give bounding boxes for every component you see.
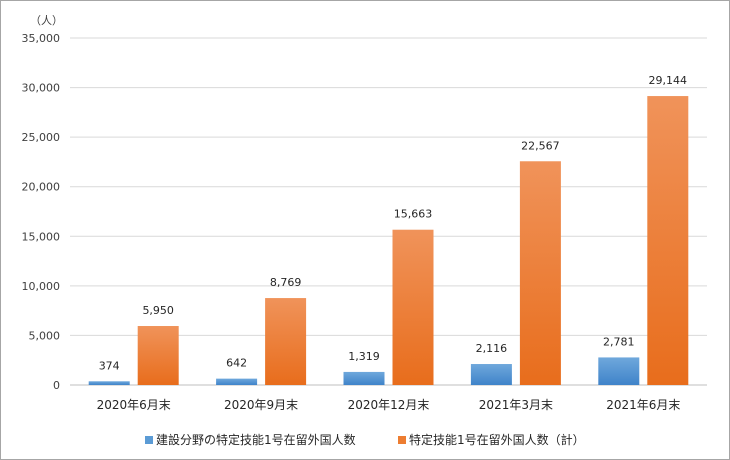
bar-total [519, 161, 561, 385]
bar-total [137, 326, 179, 385]
x-category-label: 2020年12月末 [348, 398, 430, 412]
x-axis-categories: 2020年6月末 2020年9月末 2020年12月末 2021年3月末 2021年6月… [97, 398, 681, 412]
bar-construction [343, 371, 385, 385]
data-labels: 374 5,950 642 8,769 1,319 15,663 2,116 22,567 2,… [99, 74, 687, 372]
bar-total [392, 229, 434, 385]
data-label: 2,781 [603, 335, 635, 348]
data-label: 29,144 [649, 74, 688, 87]
bar-total [647, 96, 689, 386]
y-tick-label: 15,000 [22, 230, 61, 243]
legend-label-total: 特定技能1号在留外国人数（計） [409, 432, 585, 447]
y-axis-ticks: 0 5,000 10,000 15,000 20,000 25,000 30,000 35,0… [22, 32, 61, 392]
y-tick-label: 35,000 [22, 32, 61, 45]
data-label: 1,319 [348, 350, 380, 363]
y-tick-label: 0 [53, 379, 60, 392]
bar-total [265, 298, 307, 385]
bar-construction [216, 378, 258, 385]
bar-construction [88, 381, 130, 385]
x-category-label: 2020年6月末 [97, 398, 171, 412]
bars [88, 96, 689, 386]
data-label: 8,769 [270, 276, 302, 289]
x-category-label: 2020年9月末 [224, 398, 298, 412]
legend-swatch-total [398, 436, 406, 444]
y-axis-unit-label: （人） [30, 14, 63, 27]
x-category-label: 2021年6月末 [606, 398, 680, 412]
data-label: 15,663 [394, 208, 433, 221]
y-tick-label: 5,000 [29, 329, 61, 342]
bar-construction [470, 364, 512, 385]
legend-swatch-construction [145, 436, 153, 444]
legend-label-construction: 建設分野の特定技能1号在留外国人数 [156, 432, 356, 447]
y-tick-label: 25,000 [22, 131, 61, 144]
data-label: 22,567 [521, 139, 560, 152]
y-tick-label: 30,000 [22, 82, 61, 95]
x-category-label: 2021年3月末 [479, 398, 553, 412]
legend: 建設分野の特定技能1号在留外国人数 特定技能1号在留外国人数（計） [145, 432, 585, 447]
bar-construction [598, 357, 640, 385]
data-label: 642 [226, 357, 247, 370]
y-tick-label: 10,000 [22, 280, 61, 293]
data-label: 5,950 [142, 304, 174, 317]
data-label: 2,116 [476, 342, 508, 355]
y-tick-label: 20,000 [22, 181, 61, 194]
data-label: 374 [99, 359, 120, 372]
